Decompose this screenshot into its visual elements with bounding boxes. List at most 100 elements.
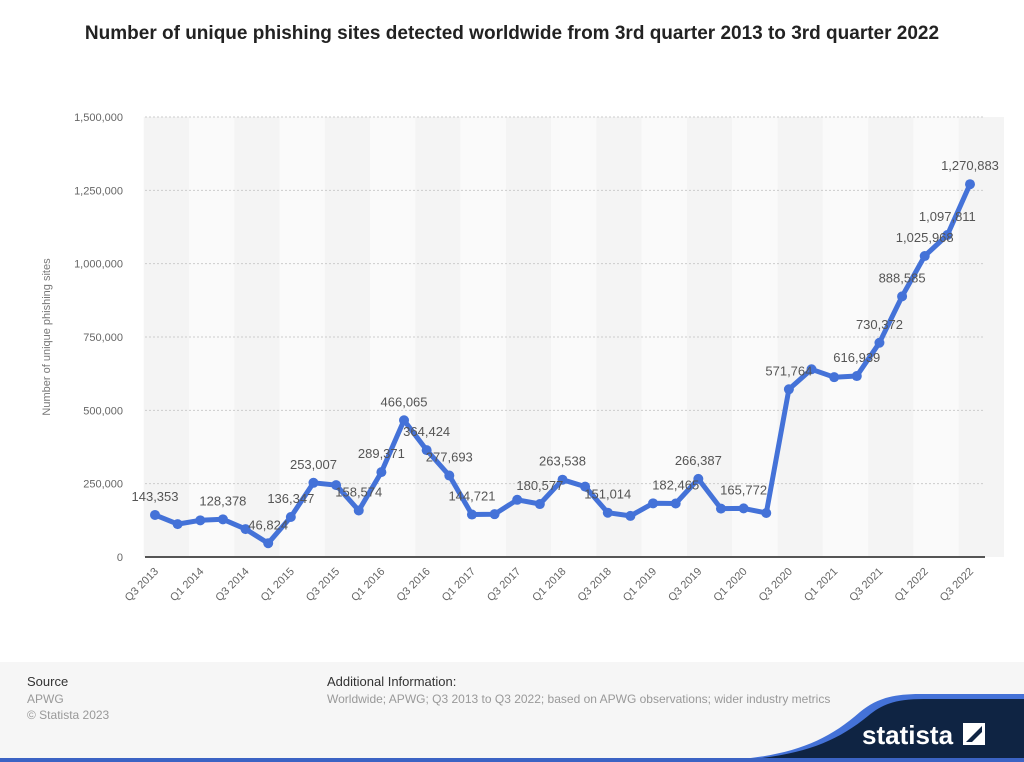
data-point <box>399 415 410 426</box>
x-tick-label: Q3 2020 <box>757 566 795 604</box>
y-tick-label: 750,000 <box>83 332 123 344</box>
data-label: 289,371 <box>358 446 405 461</box>
data-point <box>240 524 251 535</box>
data-point <box>421 445 432 456</box>
statista-logo-text: statista <box>862 720 954 750</box>
data-point <box>625 510 636 521</box>
x-tick-label: Q1 2014 <box>168 566 206 604</box>
data-label: 151,014 <box>584 487 631 502</box>
data-label: 143,353 <box>132 489 179 504</box>
x-tick-label: Q3 2013 <box>123 566 161 604</box>
data-point <box>308 477 319 488</box>
data-point <box>851 371 862 382</box>
data-label: 888,585 <box>879 270 926 285</box>
data-point <box>557 474 568 485</box>
data-label: 1,025,968 <box>896 230 954 245</box>
data-point <box>285 512 296 523</box>
data-point <box>172 519 183 530</box>
x-tick-label: Q1 2017 <box>440 566 478 604</box>
data-point <box>376 467 387 478</box>
data-label: 277,693 <box>426 450 473 465</box>
y-axis-ticks: 0 250,000 500,000 750,000 1,000,000 1,250,000… <box>74 112 123 564</box>
y-tick-label: 0 <box>117 552 123 564</box>
statista-logo[interactable]: statista <box>690 692 1024 762</box>
data-point <box>263 538 274 549</box>
data-point <box>715 503 726 514</box>
data-points <box>150 179 975 549</box>
data-point <box>150 509 160 520</box>
x-tick-label: Q1 2018 <box>530 566 568 604</box>
data-point <box>331 480 342 491</box>
y-tick-label: 1,000,000 <box>74 259 123 271</box>
data-label: 730,372 <box>856 317 903 332</box>
data-point <box>489 509 500 520</box>
line-chart: 0 250,000 500,000 750,000 1,000,000 1,250,000… <box>41 112 1004 604</box>
data-point <box>353 505 364 516</box>
data-point <box>874 337 885 348</box>
data-label: 1,270,883 <box>941 158 999 173</box>
x-tick-label: Q3 2015 <box>304 566 342 604</box>
data-point <box>738 503 749 514</box>
x-tick-label: Q3 2017 <box>485 566 523 604</box>
data-label: 616,939 <box>833 350 880 365</box>
x-tick-label: Q3 2022 <box>938 566 976 604</box>
background-band <box>777 117 823 557</box>
data-label: 253,007 <box>290 457 337 472</box>
data-point <box>942 229 953 240</box>
data-label: 182,465 <box>652 477 699 492</box>
x-tick-label: Q1 2020 <box>711 566 749 604</box>
y-tick-label: 500,000 <box>83 405 123 417</box>
data-point <box>648 498 659 509</box>
data-label: 1,097,811 <box>919 209 976 224</box>
x-tick-label: Q1 2016 <box>349 566 387 604</box>
data-point <box>512 494 523 505</box>
x-tick-label: Q3 2018 <box>576 566 614 604</box>
statista-logo-icon <box>963 723 985 745</box>
data-point <box>965 179 975 190</box>
additional-info-heading: Additional Information: <box>327 674 457 689</box>
data-point <box>806 364 817 375</box>
x-tick-label: Q1 2019 <box>621 566 659 604</box>
data-label: 46,824 <box>248 517 288 532</box>
data-label: 128,378 <box>199 493 246 508</box>
data-label: 158,574 <box>335 484 382 499</box>
data-label: 136,347 <box>267 491 314 506</box>
x-tick-label: Q1 2015 <box>259 566 297 604</box>
data-point <box>602 507 613 518</box>
x-tick-label: Q3 2019 <box>666 566 704 604</box>
data-point <box>534 499 545 510</box>
x-tick-label: Q3 2021 <box>847 566 885 604</box>
copyright: © Statista 2023 <box>27 708 110 722</box>
y-tick-label: 1,500,000 <box>74 112 123 124</box>
data-point <box>217 514 228 525</box>
data-point <box>195 515 206 526</box>
additional-info-text: Worldwide; APWG; Q3 2013 to Q3 2022; bas… <box>327 692 831 706</box>
x-tick-label: Q3 2016 <box>394 566 432 604</box>
data-point <box>580 481 591 492</box>
data-point <box>670 498 681 509</box>
data-point <box>444 470 455 481</box>
data-point <box>829 372 840 383</box>
chart-title: Number of unique phishing sites detected… <box>84 23 940 44</box>
data-point <box>919 251 930 262</box>
gridlines <box>145 116 985 485</box>
x-tick-label: Q1 2022 <box>893 566 931 604</box>
y-tick-label: 1,250,000 <box>74 185 123 197</box>
data-label: 266,387 <box>675 453 722 468</box>
data-label: 144,721 <box>448 489 495 504</box>
data-label: 364,424 <box>403 424 450 439</box>
data-point <box>761 508 772 518</box>
source-heading: Source <box>27 674 69 689</box>
data-label: 180,577 <box>516 478 563 493</box>
background-band <box>913 117 959 557</box>
data-point <box>466 509 477 520</box>
data-label: 165,772 <box>720 482 767 497</box>
source-text: APWG <box>27 692 64 706</box>
data-point <box>693 473 704 484</box>
x-tick-label: Q3 2014 <box>213 566 251 604</box>
y-axis-label: Number of unique phishing sites <box>41 258 53 416</box>
data-point <box>897 291 908 302</box>
x-axis-ticks: Q3 2013 Q1 2014 Q3 2014 Q1 2015 Q3 2015 Q1 20… <box>123 566 976 604</box>
footer: Source APWG © Statista 2023 Additional I… <box>0 662 1024 762</box>
